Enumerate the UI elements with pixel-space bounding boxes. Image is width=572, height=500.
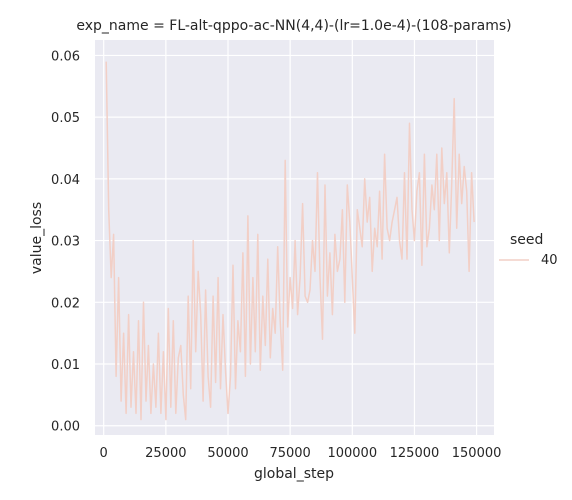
y-tick-label: 0.01 — [51, 358, 80, 373]
y-tick-label: 0.02 — [51, 296, 80, 311]
x-axis-label: global_step — [254, 466, 334, 482]
y-tick-label: 0.05 — [51, 111, 80, 126]
series-line-layer — [105, 61, 475, 421]
legend: seed 40 — [499, 232, 558, 268]
y-tick-label: 0.00 — [51, 420, 80, 435]
x-axis: 0 25000 50000 75000 100000 125000 150000 — [100, 446, 502, 461]
x-tick-label: 25000 — [145, 446, 186, 461]
legend-title: seed — [510, 232, 543, 248]
y-tick-label: 0.04 — [51, 173, 80, 188]
x-tick-label: 100000 — [327, 446, 377, 461]
x-tick-label: 75000 — [269, 446, 310, 461]
x-tick-label: 50000 — [207, 446, 248, 461]
x-tick-label: 0 — [100, 446, 108, 461]
x-tick-label: 150000 — [452, 446, 502, 461]
y-axis: 0.00 0.01 0.02 0.03 0.04 0.05 0.06 — [51, 49, 80, 434]
y-tick-label: 0.06 — [51, 49, 80, 64]
series-line-40 — [105, 61, 475, 421]
y-tick-label: 0.03 — [51, 235, 80, 250]
legend-entry-label: 40 — [541, 253, 558, 268]
x-tick-label: 125000 — [390, 446, 440, 461]
y-axis-label: value_loss — [29, 202, 45, 274]
plot-background — [95, 40, 494, 435]
chart-title: exp_name = FL-alt-qppo-ac-NN(4,4)-(lr=1.… — [76, 18, 511, 34]
